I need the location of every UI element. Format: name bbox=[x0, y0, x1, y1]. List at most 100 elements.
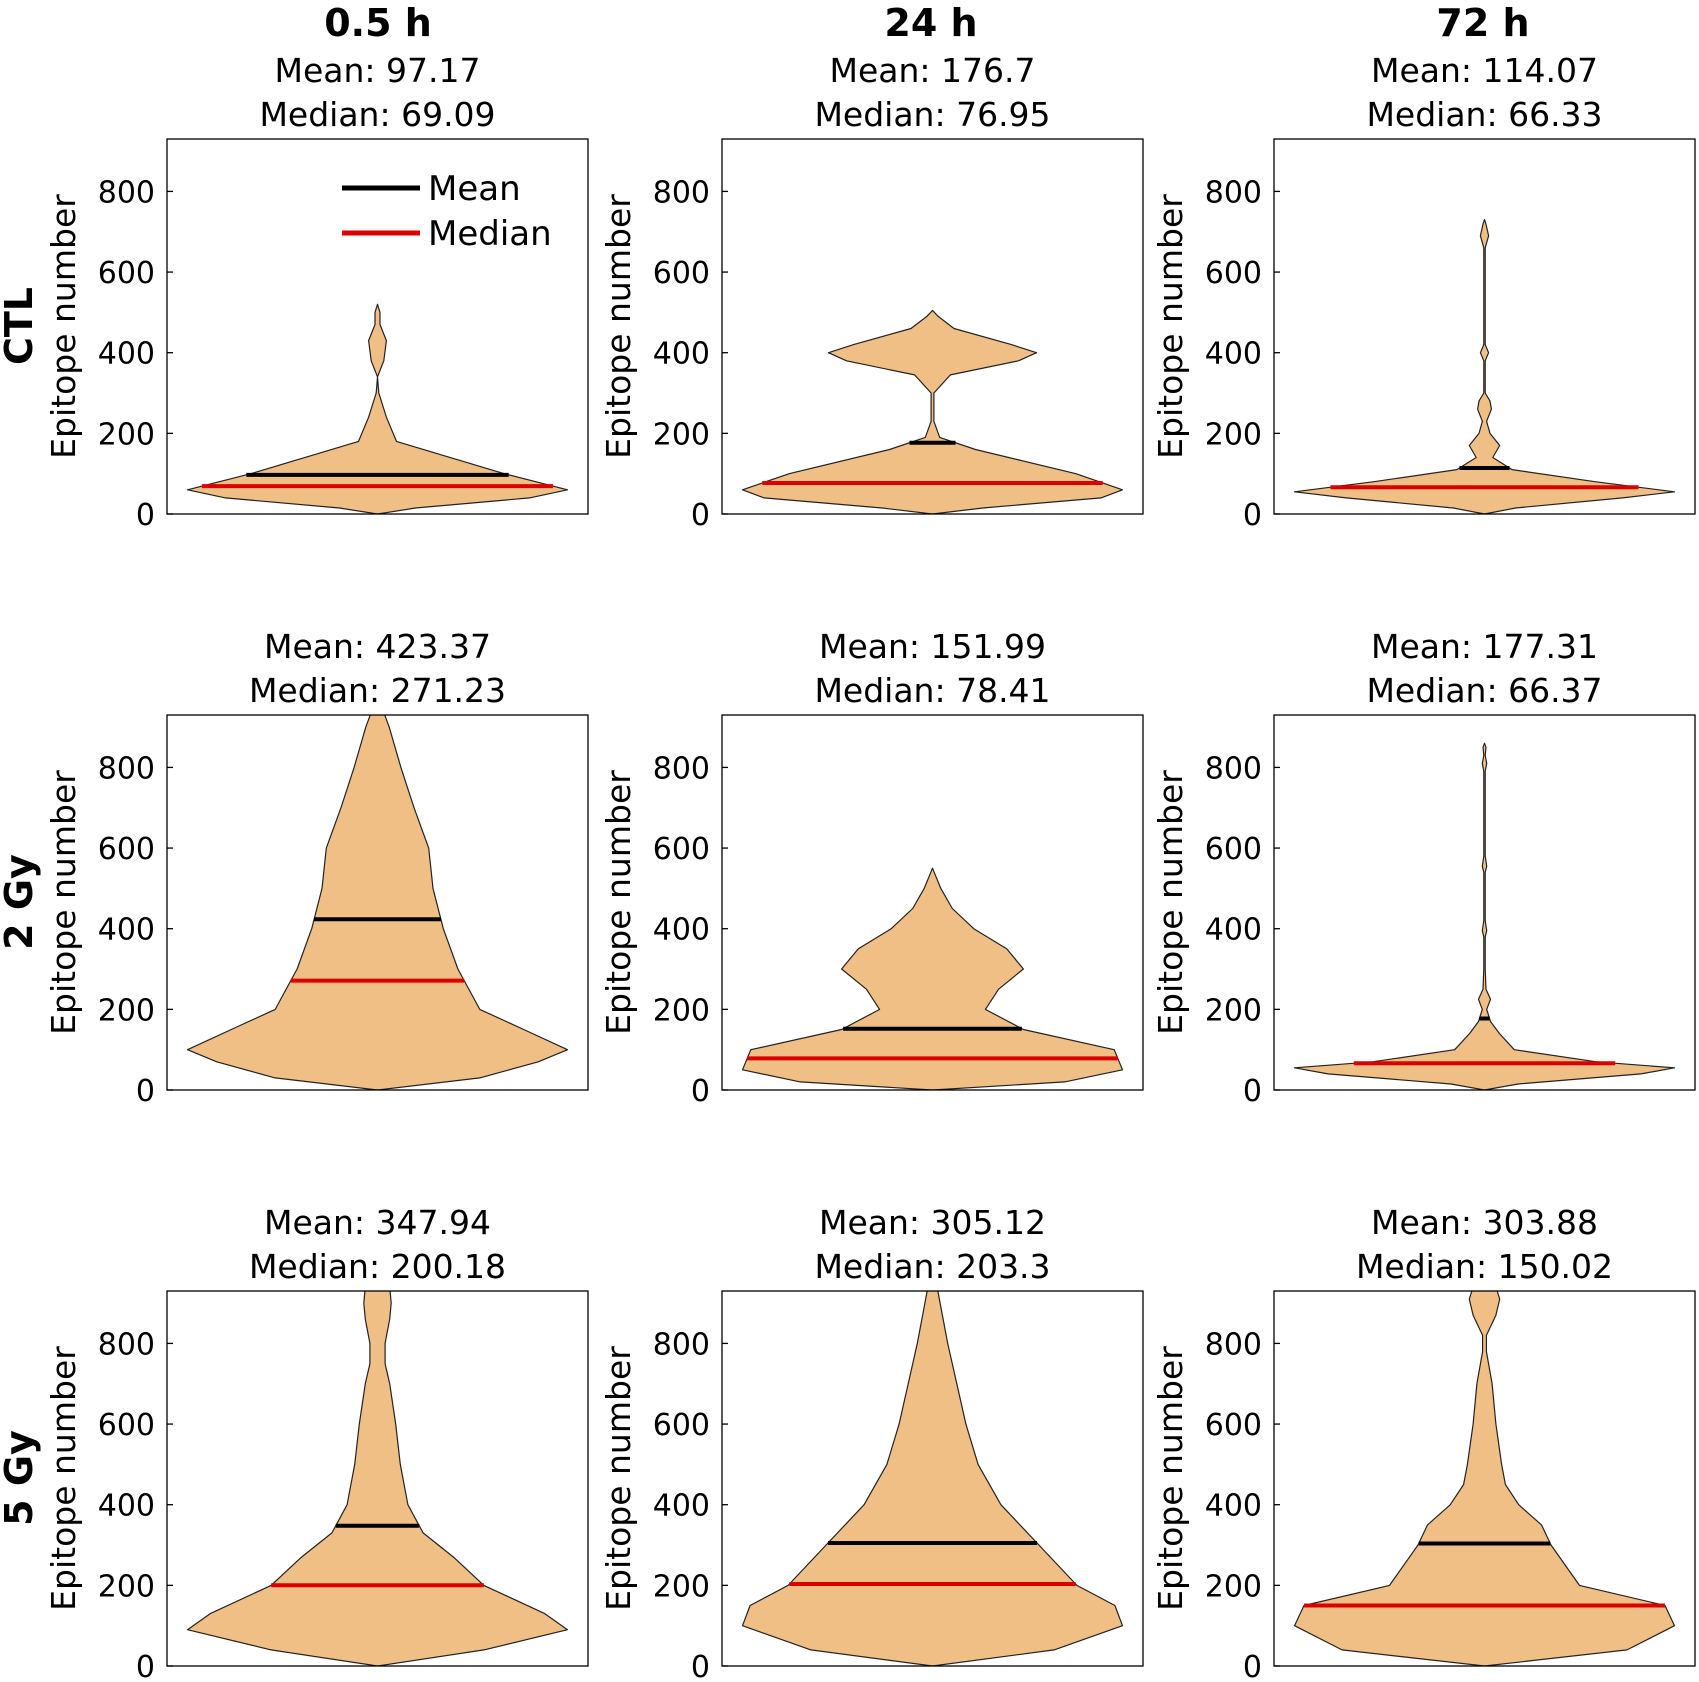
panel-title-mean: Mean: 423.37 bbox=[264, 627, 491, 666]
y-axis-label: Epitope number bbox=[599, 770, 638, 1035]
y-tick-label: 800 bbox=[653, 751, 710, 786]
y-tick-label: 200 bbox=[1205, 1569, 1262, 1604]
y-tick-label: 400 bbox=[653, 913, 710, 948]
legend-median-label: Median bbox=[428, 214, 552, 254]
y-tick-label: 200 bbox=[653, 993, 710, 1028]
y-tick-label: 0 bbox=[1243, 1074, 1262, 1109]
panel-title-median: Median: 69.09 bbox=[259, 95, 495, 134]
y-axis-label: Epitope number bbox=[1151, 770, 1190, 1035]
y-tick-label: 600 bbox=[98, 1408, 155, 1443]
y-tick-label: 800 bbox=[653, 1327, 710, 1362]
y-tick-label: 600 bbox=[1205, 1408, 1262, 1443]
panel-title-median: Median: 76.95 bbox=[814, 95, 1050, 134]
axes-box bbox=[166, 714, 589, 1091]
y-tick-label: 400 bbox=[1205, 1489, 1262, 1524]
y-tick-label: 0 bbox=[136, 498, 155, 533]
violin-shape bbox=[186, 715, 569, 1090]
y-tick-label: 800 bbox=[98, 175, 155, 210]
y-tick-label: 800 bbox=[1205, 1327, 1262, 1362]
panel-title-mean: Mean: 176.7 bbox=[830, 51, 1036, 90]
y-tick-label: 600 bbox=[98, 256, 155, 291]
y-tick-label: 400 bbox=[98, 1489, 155, 1524]
column-title: 24 h bbox=[884, 1, 977, 45]
y-tick-label: 0 bbox=[136, 1650, 155, 1682]
panel-title-median: Median: 150.02 bbox=[1356, 1247, 1613, 1286]
panel-title-mean: Mean: 151.99 bbox=[819, 627, 1046, 666]
legend-mean-label: Mean bbox=[428, 169, 521, 209]
panel-title-mean: Mean: 305.12 bbox=[819, 1203, 1046, 1242]
y-tick-label: 400 bbox=[98, 913, 155, 948]
y-axis-label: Epitope number bbox=[1151, 1346, 1190, 1611]
row-label: 5 Gy bbox=[0, 1430, 41, 1526]
axes-box bbox=[721, 714, 1144, 1091]
axes-box bbox=[721, 1290, 1144, 1667]
panel-title-mean: Mean: 114.07 bbox=[1371, 51, 1598, 90]
axes-box bbox=[721, 138, 1144, 515]
y-tick-label: 200 bbox=[98, 993, 155, 1028]
axes-box bbox=[166, 138, 589, 515]
axes-box bbox=[1273, 714, 1696, 1091]
y-tick-label: 400 bbox=[653, 337, 710, 372]
panel-title-mean: Mean: 97.17 bbox=[275, 51, 481, 90]
y-tick-label: 0 bbox=[691, 498, 710, 533]
violin-shape bbox=[186, 303, 569, 514]
axes-box bbox=[1273, 1290, 1696, 1667]
y-tick-label: 0 bbox=[691, 1650, 710, 1682]
y-tick-label: 400 bbox=[653, 1489, 710, 1524]
y-tick-label: 800 bbox=[1205, 751, 1262, 786]
y-axis-label: Epitope number bbox=[44, 194, 83, 459]
violin-shape bbox=[1293, 219, 1676, 514]
panel-title-mean: Mean: 303.88 bbox=[1371, 1203, 1598, 1242]
y-tick-label: 0 bbox=[136, 1074, 155, 1109]
y-tick-label: 600 bbox=[1205, 832, 1262, 867]
y-tick-label: 800 bbox=[98, 1327, 155, 1362]
violin-shape bbox=[741, 309, 1124, 514]
panel-title-median: Median: 200.18 bbox=[249, 1247, 506, 1286]
y-axis-label: Epitope number bbox=[599, 194, 638, 459]
panel-title-mean: Mean: 177.31 bbox=[1371, 627, 1598, 666]
y-tick-label: 800 bbox=[653, 175, 710, 210]
violin-shape bbox=[1293, 1291, 1676, 1666]
y-axis-label: Epitope number bbox=[44, 1346, 83, 1611]
y-tick-label: 200 bbox=[653, 417, 710, 452]
y-tick-label: 0 bbox=[691, 1074, 710, 1109]
y-tick-label: 200 bbox=[653, 1569, 710, 1604]
axes-box bbox=[1273, 138, 1696, 515]
y-tick-label: 600 bbox=[653, 256, 710, 291]
y-tick-label: 600 bbox=[98, 832, 155, 867]
panel-title-median: Median: 203.3 bbox=[814, 1247, 1050, 1286]
violin-shape bbox=[186, 1291, 569, 1666]
y-tick-label: 600 bbox=[1205, 256, 1262, 291]
y-tick-label: 0 bbox=[1243, 498, 1262, 533]
panel-title-median: Median: 271.23 bbox=[249, 671, 506, 710]
column-title: 0.5 h bbox=[324, 1, 432, 45]
y-tick-label: 600 bbox=[653, 1408, 710, 1443]
legend: Mean Median bbox=[342, 169, 552, 254]
y-tick-label: 400 bbox=[98, 337, 155, 372]
y-tick-label: 200 bbox=[1205, 417, 1262, 452]
y-tick-label: 400 bbox=[1205, 913, 1262, 948]
y-tick-label: 800 bbox=[98, 751, 155, 786]
y-axis-label: Epitope number bbox=[44, 770, 83, 1035]
panel-title-median: Median: 66.37 bbox=[1366, 671, 1602, 710]
panel-title-median: Median: 78.41 bbox=[814, 671, 1050, 710]
y-tick-label: 800 bbox=[1205, 175, 1262, 210]
axes-box bbox=[166, 1290, 589, 1667]
y-tick-label: 200 bbox=[98, 1569, 155, 1604]
column-title: 72 h bbox=[1436, 1, 1529, 45]
y-tick-label: 200 bbox=[98, 417, 155, 452]
y-tick-label: 0 bbox=[1243, 1650, 1262, 1682]
violin-shape bbox=[741, 1291, 1124, 1666]
violin-shape bbox=[741, 867, 1124, 1090]
y-axis-label: Epitope number bbox=[599, 1346, 638, 1611]
y-tick-label: 600 bbox=[653, 832, 710, 867]
panel-title-mean: Mean: 347.94 bbox=[264, 1203, 491, 1242]
y-axis-label: Epitope number bbox=[1151, 194, 1190, 459]
y-tick-label: 400 bbox=[1205, 337, 1262, 372]
panel-title-median: Median: 66.33 bbox=[1366, 95, 1602, 134]
row-label: CTL bbox=[0, 287, 41, 365]
violin-shape bbox=[1293, 742, 1676, 1090]
row-label: 2 Gy bbox=[0, 854, 41, 950]
y-tick-label: 200 bbox=[1205, 993, 1262, 1028]
